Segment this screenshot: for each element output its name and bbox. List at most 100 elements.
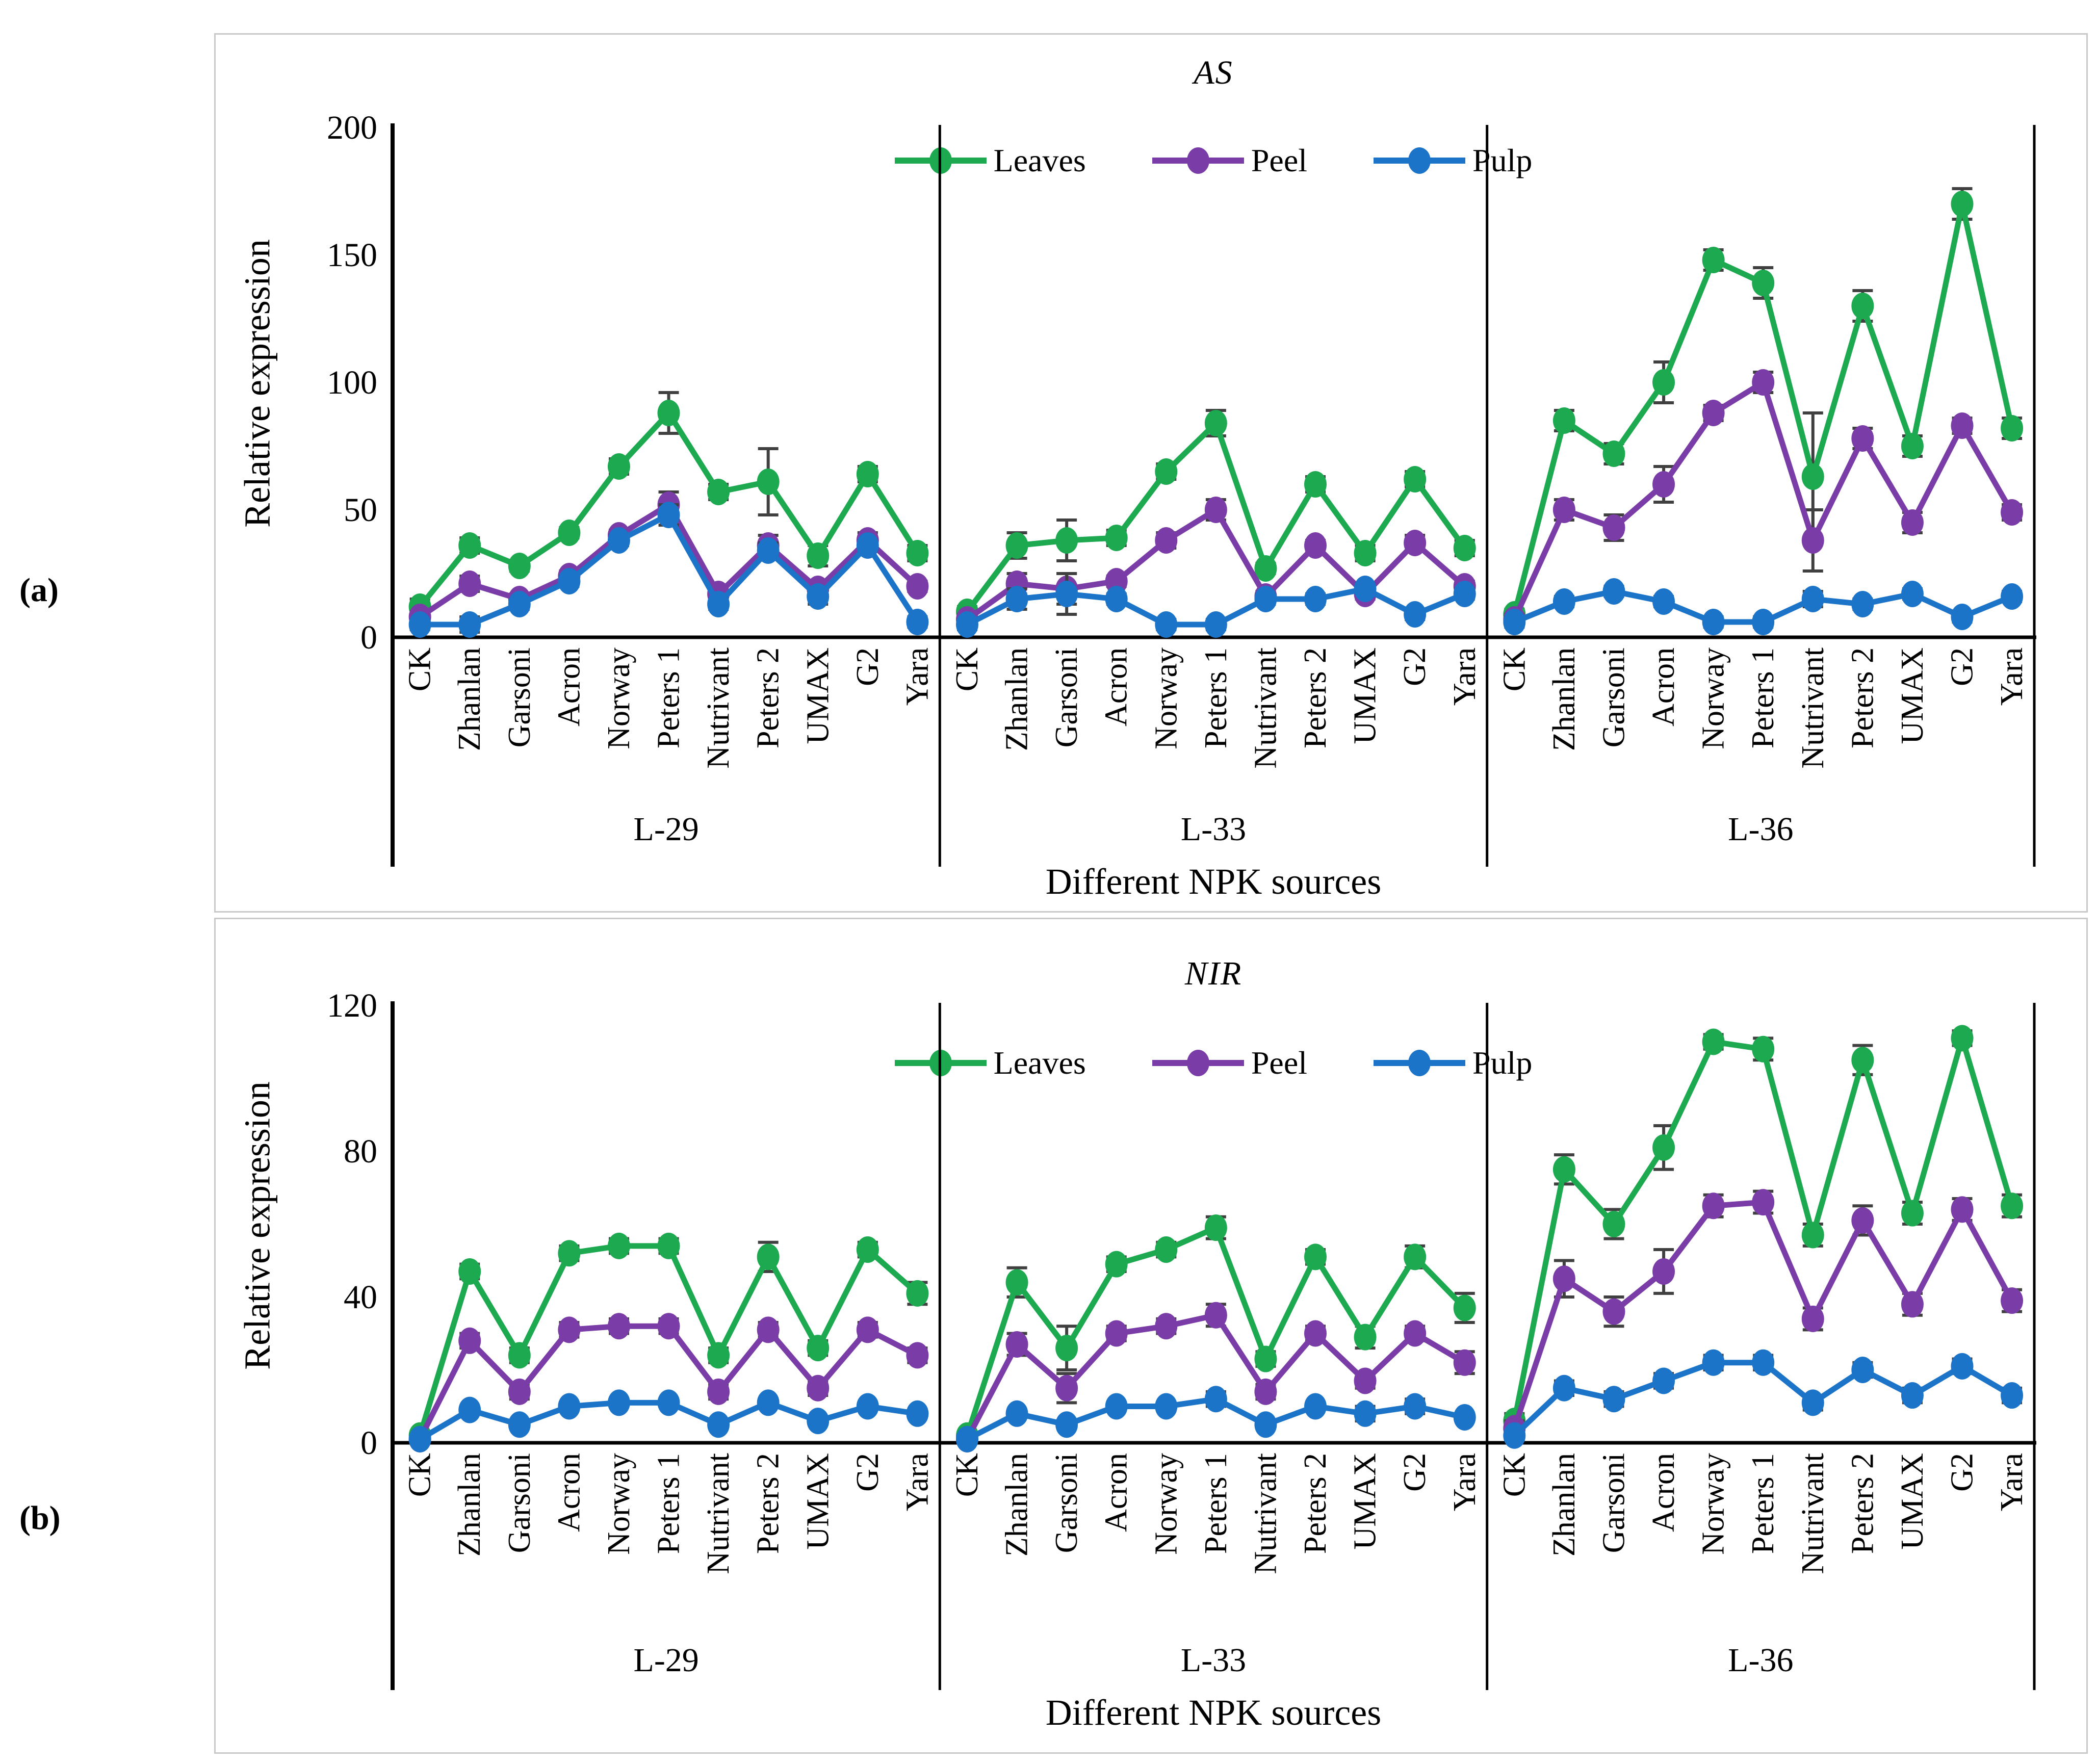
chart-a-L-36-pulp-marker bbox=[1901, 581, 1924, 607]
chart-b-L-29-pulp-marker bbox=[906, 1400, 929, 1427]
chart-a-L-29-leaves-marker bbox=[856, 461, 879, 487]
chart-a-L-36-pulp-marker bbox=[1503, 609, 1526, 635]
panel-b-label: (b) bbox=[19, 1499, 61, 1537]
chart-b-L-33-xlabel-Garsoni: Garsoni bbox=[1049, 1453, 1084, 1553]
chart-b-L-29-xlabel-Garsoni: Garsoni bbox=[502, 1453, 537, 1553]
chart-b-L-29-peel-line bbox=[417, 1323, 919, 1441]
chart-a-legend-item-peel: Peel bbox=[1152, 142, 1307, 179]
chart-a-L-36-leaves-marker bbox=[1702, 247, 1725, 273]
chart-a-L-29-xlabel-Peters-2: Peters 2 bbox=[751, 647, 786, 748]
chart-a-L-36-pulp-marker bbox=[1702, 609, 1725, 635]
chart-b-L-33-xlabel-Acron: Acron bbox=[1099, 1453, 1134, 1532]
chart-a-L-29-peel-marker bbox=[458, 570, 481, 597]
chart-b-L-33-xlabel-G2: G2 bbox=[1397, 1453, 1432, 1492]
chart-b-L-29-leaves-marker bbox=[707, 1342, 730, 1369]
chart-a-legend-item-pulp: Pulp bbox=[1374, 142, 1532, 179]
chart-b-L-36-leaves-marker bbox=[1951, 1025, 1974, 1052]
chart-a-L-33-peel-marker bbox=[1204, 497, 1227, 523]
chart-b-L-33-leaves-marker bbox=[1453, 1294, 1476, 1321]
chart-b-L-36-peel-marker bbox=[1702, 1192, 1725, 1220]
chart-a-L-36-peel-marker bbox=[1851, 425, 1874, 452]
chart-b-L-33-peel-marker bbox=[1005, 1331, 1028, 1358]
chart-a-box bbox=[214, 33, 2088, 913]
pulp-series-swatch-icon bbox=[1374, 1050, 1466, 1076]
chart-a-L-36-peel-marker bbox=[1951, 412, 1974, 439]
chart-b-L-33-pulp-marker bbox=[1155, 1393, 1178, 1420]
chart-a-L-29-leaves-marker bbox=[807, 542, 830, 569]
chart-a-L-33-xlabel-Yara: Yara bbox=[1447, 647, 1482, 706]
chart-b-L-36-leaves-marker bbox=[2001, 1192, 2024, 1220]
chart-b-L-33-pulp-marker bbox=[956, 1425, 978, 1452]
chart-a-L-29-pulp-marker bbox=[757, 537, 780, 564]
chart-b-group-label-L-33: L-33 bbox=[1181, 1642, 1246, 1679]
chart-b-L-29-pulp-marker bbox=[408, 1425, 431, 1452]
chart-a-L-29-pulp-marker bbox=[807, 583, 830, 610]
chart-b-L-33-xlabel-UMAX: UMAX bbox=[1348, 1453, 1383, 1549]
chart-a-L-33-pulp-marker bbox=[1304, 586, 1327, 612]
chart-b-L-29-leaves-marker bbox=[807, 1335, 830, 1362]
chart-b-L-36-leaves-marker bbox=[1901, 1200, 1924, 1227]
chart-b-L-33-xlabel-Nutrivant: Nutrivant bbox=[1248, 1453, 1283, 1574]
chart-a-title: AS bbox=[1194, 54, 1233, 91]
chart-b-L-33-peel-marker bbox=[1354, 1367, 1377, 1394]
chart-a-L-29-leaves-marker bbox=[707, 479, 730, 505]
chart-b-L-33-peel-marker bbox=[1404, 1320, 1427, 1347]
chart-b-L-36-peel-marker bbox=[1552, 1265, 1575, 1292]
chart-a-L-33-pulp-marker bbox=[1105, 586, 1128, 612]
chart-a-L-29-leaves-marker bbox=[757, 469, 780, 495]
chart-a-L-33-xlabel-UMAX: UMAX bbox=[1348, 647, 1383, 744]
chart-b-L-36-leaves-marker bbox=[1752, 1035, 1775, 1062]
chart-b-group-label-L-36: L-36 bbox=[1728, 1642, 1793, 1679]
chart-b-L-36-xlabel-Nutrivant: Nutrivant bbox=[1796, 1453, 1830, 1574]
chart-b-L-29-pulp-marker bbox=[856, 1393, 879, 1420]
chart-b-L-36-leaves-marker bbox=[1702, 1028, 1725, 1055]
chart-a-L-33-leaves-marker bbox=[1354, 540, 1377, 566]
chart-a-L-33-xlabel-Peters-2: Peters 2 bbox=[1298, 647, 1333, 748]
chart-a-L-36-leaves-marker bbox=[2001, 415, 2024, 442]
chart-a-ytick-100: 100 bbox=[327, 364, 377, 401]
chart-a-L-33-pulp-marker bbox=[1254, 586, 1277, 612]
chart-b-L-33-peel-marker bbox=[1453, 1349, 1476, 1376]
chart-a-L-29-pulp-marker bbox=[657, 502, 680, 528]
chart-b-legend-item-peel: Peel bbox=[1152, 1044, 1307, 1082]
chart-b-L-29-xlabel-Zhanlan: Zhanlan bbox=[452, 1453, 487, 1557]
chart-b-L-36-pulp-marker bbox=[1552, 1374, 1575, 1402]
chart-a-L-36-peel-marker bbox=[2001, 499, 2024, 526]
chart-b-L-29-xlabel-UMAX: UMAX bbox=[800, 1453, 835, 1549]
chart-b-L-36-leaves-marker bbox=[1851, 1047, 1874, 1074]
chart-a-L-33-pulp-marker bbox=[1055, 581, 1078, 607]
chart-a-ytick-200: 200 bbox=[327, 109, 377, 146]
chart-a-L-33-xlabel-Acron: Acron bbox=[1099, 647, 1134, 727]
chart-a-L-36-peel-line bbox=[1512, 379, 2014, 621]
chart-a-L-33-xlabel-Peters-1: Peters 1 bbox=[1199, 647, 1233, 748]
chart-b-L-36-pulp-marker bbox=[1851, 1357, 1874, 1383]
chart-b-L-33-peel-marker bbox=[1155, 1313, 1178, 1340]
chart-b-L-29-leaves-marker bbox=[458, 1258, 481, 1285]
chart-b-L-36-xlabel-Norway: Norway bbox=[1696, 1453, 1731, 1555]
chart-b-L-36-peel-marker bbox=[1652, 1258, 1675, 1285]
chart-b-L-29-pulp-marker bbox=[458, 1396, 481, 1423]
chart-b-L-36-peel-marker bbox=[1602, 1298, 1625, 1325]
chart-b-L-29-pulp-marker bbox=[757, 1389, 780, 1416]
chart-a-L-33-pulp-marker bbox=[1354, 576, 1377, 602]
chart-b-L-29-pulp-marker bbox=[508, 1411, 531, 1438]
chart-b-L-36-xlabel-Yara: Yara bbox=[1995, 1453, 2029, 1511]
chart-a-L-33-xlabel-CK: CK bbox=[950, 647, 985, 691]
chart-a-L-29-xlabel-Garsoni: Garsoni bbox=[502, 647, 537, 747]
chart-a-L-36-leaves-marker bbox=[1552, 407, 1575, 434]
panel-a-label: (a) bbox=[19, 572, 59, 609]
chart-b-L-29-pulp-marker bbox=[657, 1389, 680, 1416]
chart-a-L-33-leaves-marker bbox=[1204, 410, 1227, 436]
chart-a-L-33-leaves-marker bbox=[1404, 466, 1427, 492]
chart-a-L-33-leaves-marker bbox=[1005, 532, 1028, 559]
chart-b-L-33-pulp-marker bbox=[1254, 1411, 1277, 1438]
legend-label-leaves: Leaves bbox=[993, 142, 1086, 178]
chart-a-L-36-pulp-marker bbox=[2001, 583, 2024, 610]
chart-b-L-33-xlabel-Yara: Yara bbox=[1447, 1453, 1482, 1511]
chart-b-L-36-leaves-marker bbox=[1652, 1134, 1675, 1161]
legend-label-pulp: Pulp bbox=[1472, 1045, 1533, 1081]
chart-b-L-36-leaves-marker bbox=[1552, 1156, 1575, 1183]
chart-b-L-33-peel-marker bbox=[1105, 1320, 1128, 1347]
chart-a-L-36-pulp-marker bbox=[1851, 591, 1874, 617]
chart-a-L-29-xlabel-G2: G2 bbox=[850, 647, 885, 686]
